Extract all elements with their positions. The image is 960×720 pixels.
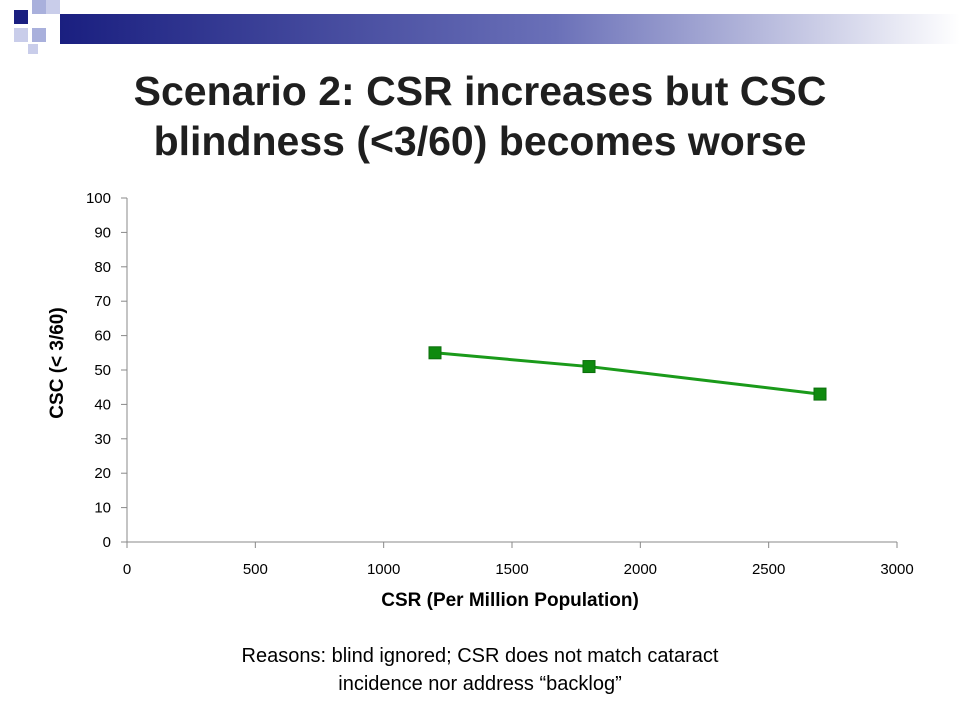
x-tick-label: 3000 [880, 561, 913, 578]
slide-title-line1: Scenario 2: CSR increases but CSC [133, 68, 827, 114]
slide-title: Scenario 2: CSR increases but CSC blindn… [60, 66, 900, 166]
decor-square-light [28, 44, 38, 54]
x-tick-label: 1000 [367, 561, 400, 578]
y-tick-label: 40 [94, 396, 111, 413]
series-line [434, 351, 821, 396]
y-tick-label: 10 [94, 500, 111, 517]
y-tick-label: 70 [94, 293, 111, 310]
y-tick-label: 50 [94, 362, 111, 379]
decor-square-navy [14, 10, 28, 24]
slide-caption: Reasons: blind ignored; CSR does not mat… [100, 642, 860, 698]
decor-gradient-bar [60, 14, 960, 44]
y-axis-label: CSC (< 3/60) [47, 307, 68, 418]
y-tick-label: 90 [94, 224, 111, 241]
header-decoration [14, 0, 960, 54]
x-tick-label: 2500 [752, 561, 785, 578]
data-point-marker [582, 360, 596, 374]
decor-square-light [32, 28, 46, 42]
caption-line1: Reasons: blind ignored; CSR does not mat… [241, 645, 719, 667]
decor-square-light [14, 28, 28, 42]
x-tick-label: 2000 [624, 561, 657, 578]
x-axis-label: CSR (Per Million Population) [381, 590, 639, 611]
y-tick-label: 60 [94, 328, 111, 345]
chart-series [428, 346, 827, 401]
y-tick-label: 20 [94, 465, 111, 482]
y-tick-label: 30 [94, 431, 111, 448]
x-tick-label: 0 [123, 561, 131, 578]
y-tick-label: 100 [86, 190, 111, 207]
slide-title-line2: blindness (<3/60) becomes worse [153, 118, 807, 164]
x-tick-label: 1500 [495, 561, 528, 578]
chart-axes [126, 198, 897, 543]
decor-square-light [46, 0, 60, 14]
y-tick-label: 80 [94, 259, 111, 276]
y-tick-label: 0 [103, 534, 111, 551]
data-point-marker [813, 387, 827, 401]
decor-square-light [32, 0, 46, 14]
data-point-marker [428, 346, 442, 360]
x-tick-label: 500 [243, 561, 268, 578]
caption-line2: incidence nor address “backlog” [338, 673, 622, 695]
